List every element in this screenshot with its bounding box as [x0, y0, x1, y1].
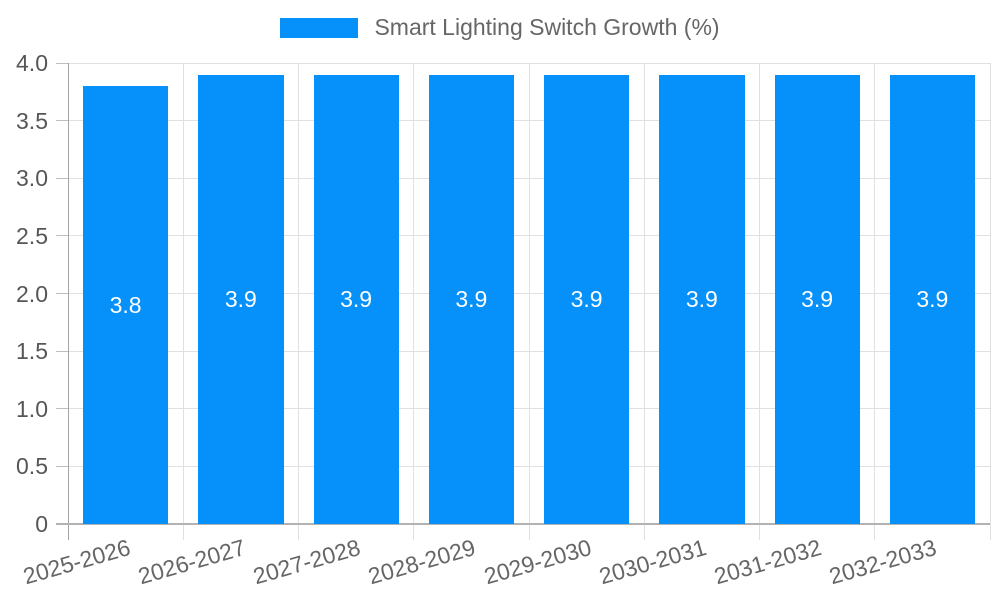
y-tick	[56, 350, 68, 352]
y-tick	[56, 465, 68, 467]
y-axis-tick-label: 2.0	[16, 280, 48, 307]
bar-value-label: 3.9	[340, 286, 373, 313]
bar	[428, 74, 514, 524]
x-gridline	[298, 63, 299, 540]
x-axis-tick-label: 2031-2032	[711, 534, 825, 590]
x-gridline	[874, 63, 876, 540]
y-tick	[56, 120, 68, 122]
y-axis-tick-label: 3.5	[16, 107, 48, 134]
bar	[313, 74, 399, 524]
legend-swatch	[280, 17, 359, 38]
y-tick	[56, 62, 68, 64]
bar-value-label: 3.9	[801, 286, 834, 313]
x-gridline	[182, 63, 184, 540]
bar	[544, 74, 630, 524]
x-axis-tick-label: 2032-2033	[826, 534, 940, 590]
y-tick	[56, 293, 68, 294]
y-axis-tick-label: 3.0	[16, 165, 48, 192]
y-axis-tick-label: 0	[35, 511, 48, 537]
x-gridline	[528, 63, 530, 540]
y-axis-tick-label: 2.5	[16, 222, 48, 249]
x-axis-line	[56, 523, 990, 525]
y-tick	[56, 177, 68, 179]
x-gridline	[413, 63, 415, 540]
bar	[774, 74, 860, 524]
x-axis-tick-label: 2028-2029	[365, 534, 479, 590]
bar-value-label: 3.9	[916, 286, 949, 313]
y-axis-tick-label: 4.0	[16, 50, 48, 76]
bar-value-label: 3.9	[570, 286, 603, 313]
y-axis-tick-label: 1.5	[16, 338, 48, 365]
y-axis-tick-label: 0.5	[16, 453, 48, 480]
x-gridline	[759, 63, 760, 540]
x-axis-tick-label: 2025-2026	[19, 534, 133, 590]
bar	[889, 74, 975, 524]
x-axis-tick-label: 2027-2028	[250, 534, 364, 590]
y-axis-tick-label: 1.0	[16, 395, 48, 422]
legend-label: Smart Lighting Switch Growth (%)	[374, 14, 720, 40]
bar-value-label: 3.9	[455, 286, 488, 313]
y-tick	[56, 235, 68, 237]
bar	[83, 86, 169, 524]
y-tick	[56, 408, 68, 410]
bar-value-label: 3.8	[109, 292, 142, 319]
x-axis-tick-label: 2030-2031	[596, 534, 710, 590]
x-axis-tick-label: 2029-2030	[480, 534, 594, 590]
y-axis-line	[67, 63, 69, 540]
x-axis-tick-label: 2026-2027	[135, 534, 249, 590]
bar-value-label: 3.9	[224, 286, 257, 313]
x-gridline	[643, 63, 645, 540]
bar-value-label: 3.9	[685, 286, 718, 313]
x-gridline	[989, 63, 991, 540]
bar	[659, 74, 745, 524]
bar	[198, 74, 284, 524]
legend: Smart Lighting Switch Growth (%)	[0, 14, 1000, 41]
